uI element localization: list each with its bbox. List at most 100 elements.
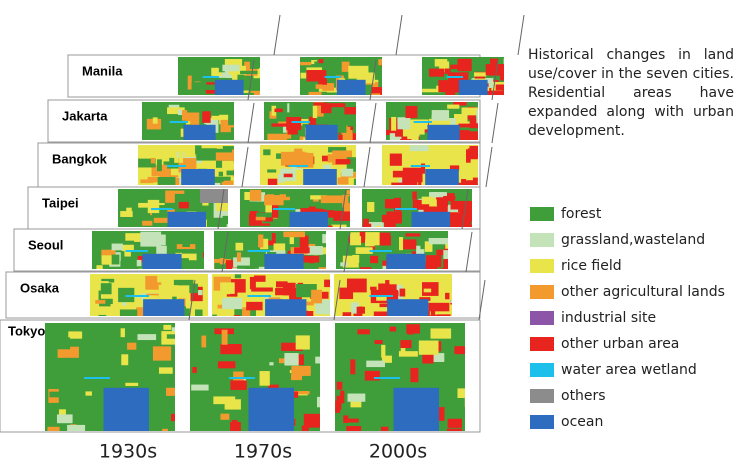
map-tile bbox=[45, 323, 188, 441]
map-patch bbox=[382, 215, 399, 223]
map-patch bbox=[158, 177, 176, 185]
map-tile bbox=[190, 323, 336, 438]
map-patch bbox=[336, 159, 351, 164]
map-patch bbox=[474, 72, 486, 76]
city-label: Jakarta bbox=[62, 108, 108, 123]
legend-swatch bbox=[530, 415, 554, 429]
map-patch bbox=[340, 262, 347, 266]
map-patch bbox=[406, 106, 418, 118]
map-water bbox=[104, 388, 150, 437]
map-patch bbox=[179, 202, 189, 209]
map-river bbox=[248, 250, 270, 252]
map-river bbox=[126, 250, 148, 252]
map-patch bbox=[344, 107, 356, 114]
map-patch bbox=[311, 290, 322, 304]
map-patch bbox=[222, 298, 242, 309]
map-patch bbox=[339, 288, 353, 299]
map-patch bbox=[269, 362, 273, 365]
map-patch bbox=[457, 59, 471, 71]
map-patch bbox=[236, 243, 244, 251]
map-patch bbox=[410, 368, 418, 382]
map-patch bbox=[79, 328, 95, 332]
map-patch bbox=[326, 202, 340, 210]
map-water bbox=[427, 125, 459, 142]
map-river bbox=[170, 121, 188, 123]
map-patch bbox=[147, 373, 163, 382]
map-patch bbox=[448, 419, 462, 428]
map-patch bbox=[230, 380, 246, 390]
map-river bbox=[125, 295, 149, 297]
map-water bbox=[249, 388, 295, 437]
map-patch bbox=[428, 303, 449, 312]
map-patch bbox=[125, 383, 138, 386]
map-patch bbox=[283, 197, 290, 200]
map-patch bbox=[401, 348, 406, 357]
legend-label: rice field bbox=[561, 258, 622, 274]
map-patch bbox=[256, 217, 266, 221]
city-label: Tokyo bbox=[8, 323, 45, 338]
figure: ManilaJakartaBangkokTaipeiSeoulOsakaToky… bbox=[0, 0, 738, 466]
map-patch bbox=[381, 427, 389, 441]
map-river bbox=[370, 250, 392, 252]
map-water bbox=[386, 254, 425, 271]
connector bbox=[396, 15, 402, 55]
map-patch bbox=[357, 307, 365, 314]
map-patch bbox=[127, 343, 136, 350]
map-patch bbox=[182, 110, 187, 121]
map-patch bbox=[343, 415, 348, 423]
connector bbox=[492, 103, 498, 143]
map-patch bbox=[321, 195, 343, 203]
map-patch bbox=[237, 252, 241, 261]
map-patch bbox=[500, 69, 505, 81]
map-patch bbox=[85, 391, 91, 395]
map-patch bbox=[366, 361, 385, 367]
map-water bbox=[459, 80, 488, 97]
map-patch bbox=[222, 330, 228, 345]
map-patch bbox=[225, 399, 241, 409]
legend-swatch bbox=[530, 311, 554, 325]
map-patch bbox=[237, 266, 259, 269]
map-patch bbox=[157, 274, 167, 282]
map-river bbox=[325, 76, 341, 78]
map-patch bbox=[437, 200, 448, 214]
map-patch bbox=[93, 233, 107, 247]
map-patch bbox=[101, 283, 112, 294]
connector bbox=[518, 15, 524, 55]
map-river bbox=[395, 208, 417, 210]
map-patch bbox=[399, 237, 403, 250]
map-content bbox=[212, 274, 334, 327]
map-patch bbox=[321, 105, 331, 114]
map-patch bbox=[274, 109, 282, 113]
map-content bbox=[335, 323, 472, 441]
map-patch bbox=[305, 302, 313, 306]
map-patch bbox=[365, 232, 379, 245]
map-patch bbox=[220, 414, 229, 420]
map-patch bbox=[222, 65, 239, 71]
map-patch bbox=[278, 174, 284, 183]
city-label: Osaka bbox=[20, 280, 60, 295]
map-patch bbox=[137, 260, 142, 266]
map-river bbox=[374, 377, 400, 379]
map-patch bbox=[378, 236, 391, 246]
map-patch bbox=[357, 329, 369, 334]
map-patch bbox=[432, 110, 449, 121]
map-patch bbox=[282, 102, 287, 113]
map-patch bbox=[338, 178, 349, 185]
map-patch bbox=[263, 149, 270, 155]
map-patch bbox=[419, 340, 439, 354]
city-label: Seoul bbox=[28, 237, 63, 252]
map-patch bbox=[447, 429, 462, 438]
map-patch bbox=[294, 247, 310, 253]
map-water bbox=[290, 212, 329, 229]
map-river bbox=[167, 165, 186, 167]
map-patch bbox=[490, 59, 498, 64]
map-water bbox=[142, 254, 181, 271]
legend-swatch bbox=[530, 285, 554, 299]
connector bbox=[486, 147, 492, 187]
legend-label: water area wetland bbox=[561, 362, 697, 378]
map-tile bbox=[212, 274, 334, 327]
map-patch bbox=[276, 281, 288, 287]
map-water bbox=[387, 299, 428, 318]
map-patch bbox=[240, 71, 258, 74]
map-patch bbox=[47, 427, 59, 434]
